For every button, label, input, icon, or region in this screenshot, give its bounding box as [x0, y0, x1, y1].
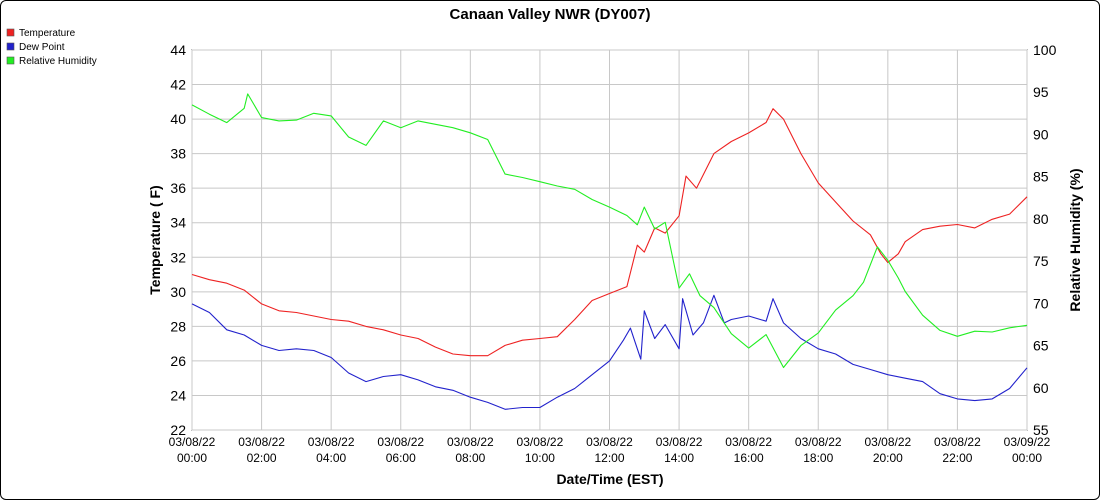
legend-label: Relative Humidity — [19, 56, 97, 67]
y-axis-label-left: Temperature ( F) — [147, 185, 163, 294]
x-tick-date: 03/08/22 — [656, 435, 703, 449]
x-tick-time: 22:00 — [942, 451, 972, 465]
y-tick-label-right: 65 — [1033, 338, 1049, 354]
y-tick-label-left: 40 — [170, 111, 186, 127]
legend: Temperature Dew Point Relative Humidity — [6, 28, 97, 67]
y-tick-label-right: 90 — [1033, 126, 1049, 142]
y-axis-label-right: Relative Humidity (%) — [1067, 168, 1083, 311]
legend-swatch — [6, 28, 15, 37]
x-tick-time: 00:00 — [177, 451, 207, 465]
series-lines — [191, 93, 1028, 410]
x-tick-date: 03/08/22 — [725, 435, 772, 449]
x-tick-time: 02:00 — [247, 451, 277, 465]
legend-swatch — [6, 42, 15, 51]
x-tick-date: 03/09/22 — [1004, 435, 1051, 449]
y-tick-label-right: 70 — [1033, 295, 1049, 311]
x-tick-time: 08:00 — [455, 451, 485, 465]
x-tick-date: 03/08/22 — [238, 435, 285, 449]
right-axis-ticks: 55 60 65 70 75 80 85 90 95 100 — [1033, 42, 1057, 438]
y-tick-label-left: 38 — [170, 146, 186, 162]
y-tick-label-left: 36 — [170, 180, 186, 196]
x-axis-label: Date/Time (EST) — [556, 471, 663, 487]
y-tick-label-right: 55 — [1033, 422, 1049, 438]
x-axis-ticks: 03/08/22 00:00 03/08/22 02:00 03/08/22 04:00 0… — [169, 435, 1051, 465]
x-tick-date: 03/08/22 — [934, 435, 981, 449]
x-tick-time: 12:00 — [594, 451, 624, 465]
chart-title: Canaan Valley NWR (DY007) — [450, 6, 651, 23]
y-tick-label-right: 60 — [1033, 380, 1049, 396]
x-tick-date: 03/08/22 — [864, 435, 911, 449]
left-axis-ticks: 22 24 26 28 30 32 34 36 38 40 42 44 — [170, 42, 186, 438]
y-tick-label-left: 24 — [170, 387, 186, 403]
y-tick-label-left: 26 — [170, 353, 186, 369]
x-tick-time: 18:00 — [803, 451, 833, 465]
x-tick-time: 14:00 — [664, 451, 694, 465]
x-tick-time: 06:00 — [386, 451, 416, 465]
y-tick-label-left: 42 — [170, 77, 186, 93]
x-tick-time: 00:00 — [1012, 451, 1042, 465]
y-tick-label-left: 22 — [170, 422, 186, 438]
y-tick-label-left: 34 — [170, 215, 186, 231]
y-tick-label-left: 32 — [170, 249, 186, 265]
x-tick-date: 03/08/22 — [308, 435, 355, 449]
y-tick-label-left: 28 — [170, 318, 186, 334]
y-tick-label-left: 44 — [170, 42, 186, 58]
y-tick-label-right: 95 — [1033, 84, 1049, 100]
x-tick-date: 03/08/22 — [169, 435, 216, 449]
y-tick-label-right: 100 — [1033, 42, 1057, 58]
series-line-dew-point — [191, 294, 1028, 410]
y-tick-label-left: 30 — [170, 284, 186, 300]
y-tick-label-right: 75 — [1033, 253, 1049, 269]
y-tick-label-right: 85 — [1033, 169, 1049, 185]
x-tick-time: 04:00 — [316, 451, 346, 465]
x-tick-date: 03/08/22 — [517, 435, 564, 449]
x-tick-date: 03/08/22 — [586, 435, 633, 449]
y-tick-label-right: 80 — [1033, 211, 1049, 227]
legend-swatch — [6, 56, 15, 65]
x-tick-time: 10:00 — [525, 451, 555, 465]
series-line-temperature — [191, 108, 1028, 357]
series-line-relative-humidity — [191, 93, 1028, 369]
x-tick-time: 16:00 — [734, 451, 764, 465]
x-tick-date: 03/08/22 — [795, 435, 842, 449]
legend-label: Dew Point — [19, 42, 65, 53]
x-tick-date: 03/08/22 — [377, 435, 424, 449]
legend-label: Temperature — [19, 28, 76, 39]
x-tick-time: 20:00 — [873, 451, 903, 465]
x-tick-date: 03/08/22 — [447, 435, 494, 449]
